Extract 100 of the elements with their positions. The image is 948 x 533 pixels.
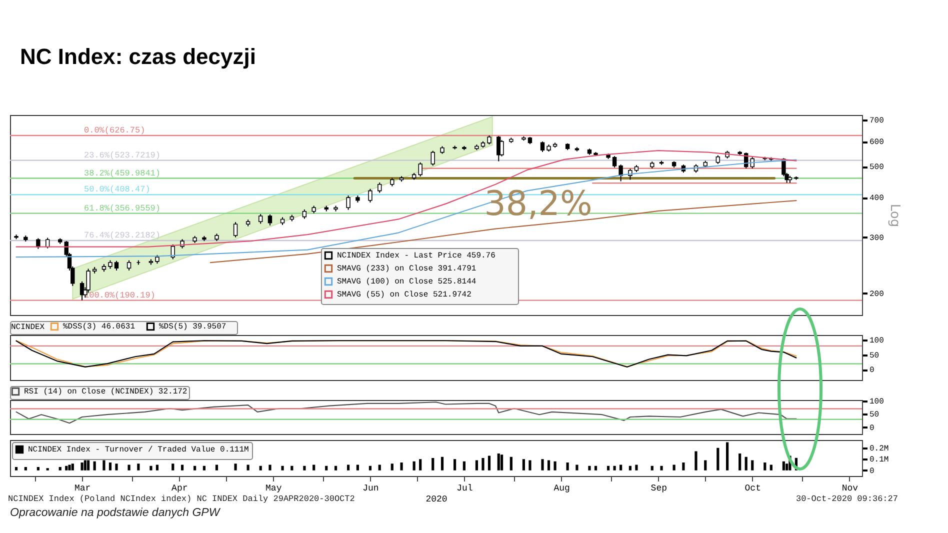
y-tick-label: 0.2M — [870, 444, 889, 454]
bar — [440, 456, 444, 470]
bar — [115, 464, 118, 470]
x-tick-label: Oct — [744, 484, 761, 494]
x-tick-label: Mar — [74, 484, 91, 494]
legend-label: RSI (14) on Close (NCINDEX) 32.172 — [24, 388, 188, 396]
candlestick — [346, 195, 350, 210]
y-tick-label: 200 — [870, 290, 884, 299]
legend-label: NCINDEX Index - Turnover / Traded Value 0.111M — [28, 446, 250, 454]
bar — [744, 456, 748, 470]
bar — [234, 464, 237, 470]
y-tick-label: 100 — [870, 397, 884, 406]
bar — [102, 460, 106, 470]
bar — [268, 464, 272, 470]
bar — [635, 464, 638, 470]
bar — [782, 461, 785, 470]
bar — [24, 467, 27, 470]
y-tick-label: 0 — [870, 424, 874, 433]
legend-title: NCINDEX — [11, 323, 45, 332]
candlestick — [233, 222, 238, 238]
bar — [68, 464, 71, 470]
bar — [180, 464, 184, 470]
candlestick — [126, 260, 132, 271]
bar — [500, 454, 504, 470]
bar — [93, 461, 96, 470]
bar — [566, 462, 569, 470]
y-tick-label: 0 — [870, 466, 874, 476]
bar — [738, 454, 742, 470]
x-tick-label: Jul — [456, 484, 473, 494]
candlestick — [114, 260, 119, 271]
bar — [475, 460, 478, 470]
candlestick — [258, 214, 263, 224]
bar — [312, 464, 316, 470]
bar — [528, 460, 532, 470]
bar — [522, 459, 526, 470]
bar — [390, 464, 394, 470]
bar — [368, 466, 372, 470]
legend-label: SMAVG (233) on Close 391.4791 — [336, 264, 476, 274]
ref-line-label: 0.0%(626.75) — [84, 126, 146, 136]
bar — [290, 466, 294, 470]
bar — [606, 466, 610, 470]
bar — [246, 464, 250, 470]
bar — [334, 466, 338, 470]
x-tick-label: Aug — [554, 484, 570, 494]
bar — [510, 456, 512, 470]
bar — [194, 466, 196, 470]
bar — [554, 461, 556, 470]
y-tick-label: 600 — [870, 138, 884, 148]
line-series — [16, 402, 797, 424]
bar — [488, 456, 491, 470]
bar — [716, 448, 720, 470]
y-tick-label: 50 — [870, 351, 880, 360]
candlestick — [268, 214, 272, 226]
candlestick — [612, 156, 617, 168]
bar — [462, 461, 466, 470]
bar — [751, 460, 754, 470]
x-tick-label: Jun — [362, 484, 379, 494]
candlestick — [418, 162, 422, 177]
bar — [672, 464, 676, 470]
bar — [576, 464, 578, 470]
bar — [14, 467, 18, 470]
bar — [594, 466, 598, 470]
bar — [108, 462, 112, 470]
bar — [356, 464, 359, 470]
x-tick-label: Nov — [842, 484, 859, 494]
candlestick — [618, 164, 623, 182]
ref-line-label: 61.8%(356.9559) — [84, 203, 161, 214]
bar — [620, 464, 622, 470]
y-tick-label: 500 — [870, 163, 884, 172]
candlestick — [540, 141, 545, 153]
y-tick-label: 50 — [870, 410, 880, 420]
bar — [172, 464, 174, 470]
bar — [281, 466, 284, 470]
x-axis-title: 2020 — [426, 494, 448, 504]
bar — [764, 462, 766, 470]
bar — [650, 466, 654, 470]
text: 30-Oct-2020 09:36:27 — [796, 494, 898, 504]
bar — [202, 466, 206, 470]
bar — [65, 466, 68, 470]
y-axis-title: Log — [886, 204, 902, 228]
bar — [156, 464, 159, 470]
legend-label: NCINDEX Index - Last Price 459.76 — [336, 252, 496, 260]
ref-line-label: 76.4%(293.2182) — [84, 230, 161, 240]
y-tick-label: 300 — [870, 234, 884, 243]
bar — [36, 467, 40, 470]
bar — [58, 467, 62, 470]
y-tick-label: 0 — [870, 366, 874, 376]
legend-label: %DSS(3) 46.0631 — [63, 322, 136, 332]
x-tick-label: Sep — [650, 484, 667, 494]
bar — [694, 451, 698, 470]
bar — [128, 464, 130, 470]
candlestick — [45, 237, 50, 249]
bar — [215, 464, 218, 470]
candlestick — [36, 238, 40, 250]
ref-line-label: 50.0%(408.47) — [84, 184, 150, 195]
line-series — [16, 150, 797, 248]
y-tick-label: 400 — [870, 194, 884, 204]
bar — [400, 462, 403, 470]
bar — [378, 464, 381, 470]
text: NCINDEX Index (Poland NCIndex index) NC INDEX Daily 29APR2020-30OCT2 — [8, 494, 355, 504]
